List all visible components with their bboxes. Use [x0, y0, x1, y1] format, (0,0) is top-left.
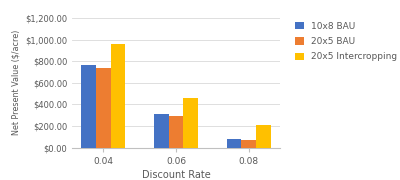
Bar — [154, 114, 169, 148]
Legend: 10x8 BAU, 20x5 BAU, 20x5 Intercropping: 10x8 BAU, 20x5 BAU, 20x5 Intercropping — [293, 20, 399, 63]
Bar — [96, 68, 110, 148]
X-axis label: Discount Rate: Discount Rate — [142, 170, 210, 180]
Bar — [110, 44, 125, 148]
Y-axis label: Net Present Value ($/acre): Net Present Value ($/acre) — [12, 30, 21, 136]
Bar — [169, 116, 183, 148]
Bar — [242, 140, 256, 148]
Bar — [256, 125, 270, 148]
Bar — [227, 139, 242, 148]
Bar — [183, 98, 198, 148]
Bar — [82, 65, 96, 148]
